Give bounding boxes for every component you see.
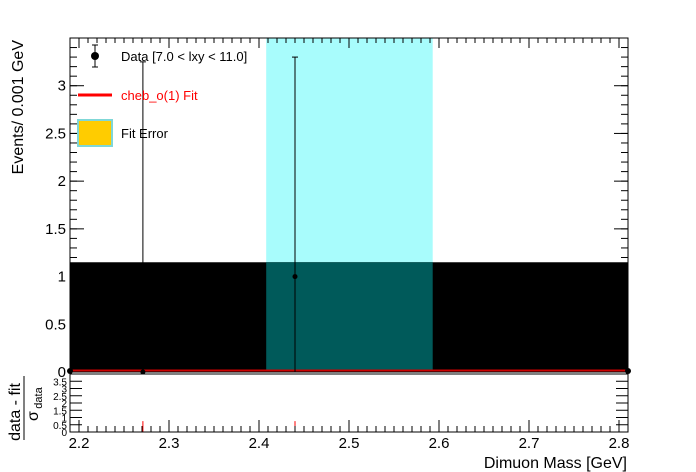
pull-y-label-subscript: data <box>33 386 45 408</box>
data-points-layer <box>139 56 298 375</box>
legend-label: Fit Error <box>121 126 169 141</box>
x-tick-label: 2.7 <box>519 435 540 452</box>
legend-marker <box>91 52 99 60</box>
pull-y-tick-label: 1 <box>61 414 67 425</box>
pull-plot-frame <box>69 373 629 433</box>
legend-label: Data [7.0 < lxy < 11.0] <box>121 49 247 64</box>
y-tick-label: 0.5 <box>45 316 66 333</box>
legend-label: cheb_o(1) Fit <box>121 88 198 103</box>
x-tick-label: 2.6 <box>429 435 450 452</box>
y-tick-label: 1.5 <box>45 221 66 238</box>
pull-plot-panel: 00.511.522.533.52.2 2.3 2.4 2.5 2.6 2.7 2.8 da… <box>7 373 629 472</box>
pull-y-label-numerator: data - fit <box>7 383 24 441</box>
legend: Data [7.0 < lxy < 11.0] cheb_o(1) Fit Fit … <box>77 44 247 147</box>
pull-y-axis-label: data - fit σ data <box>7 376 45 441</box>
bands-layer <box>70 38 628 372</box>
pull-y-tick-label: 3 <box>61 385 67 396</box>
legend-box-swatch <box>77 119 113 147</box>
y-tick-label: 2 <box>58 173 66 190</box>
x-tick-label: 2.3 <box>159 435 180 452</box>
main-y-axis-label: Events/ 0.001 GeV <box>10 40 27 175</box>
x-tick-label: 2.2 <box>69 435 90 452</box>
pull-y-tick-label: 2.5 <box>53 392 67 403</box>
pull-y-tick-label: 3.5 <box>53 377 67 388</box>
x-tick-label: 2.5 <box>339 435 360 452</box>
main-axis-ticks: 0 0.5 1 1.5 2 2.5 3 <box>45 38 629 381</box>
main-plot-frame <box>69 37 629 373</box>
main-plot-panel: 0 0.5 1 1.5 2 2.5 3 Events/ 0.001 GeV Data [7.… <box>10 37 631 381</box>
pull-y-tick-label: 0.5 <box>53 421 67 432</box>
y-tick-label: 2.5 <box>45 125 66 142</box>
pull-y-tick-label: 1.5 <box>53 406 67 417</box>
data-point <box>292 274 298 280</box>
x-tick-label: 2.4 <box>249 435 270 452</box>
y-tick-label: 3 <box>58 78 66 95</box>
y-tick-label: 0 <box>58 364 66 381</box>
pull-axis-ticks: 00.511.522.533.52.2 2.3 2.4 2.5 2.6 2.7 2.8 <box>53 377 629 452</box>
pull-y-tick-label: 0 <box>61 428 67 439</box>
y-tick-label: 1 <box>58 269 66 286</box>
pull-y-label-denominator: σ <box>25 411 42 421</box>
fit-error-band-overlap <box>266 262 433 372</box>
pull-y-tick-label: 2 <box>61 399 67 410</box>
x-tick-label: 2.8 <box>609 435 630 452</box>
x-axis-label: Dimuon Mass [GeV] <box>484 455 627 472</box>
